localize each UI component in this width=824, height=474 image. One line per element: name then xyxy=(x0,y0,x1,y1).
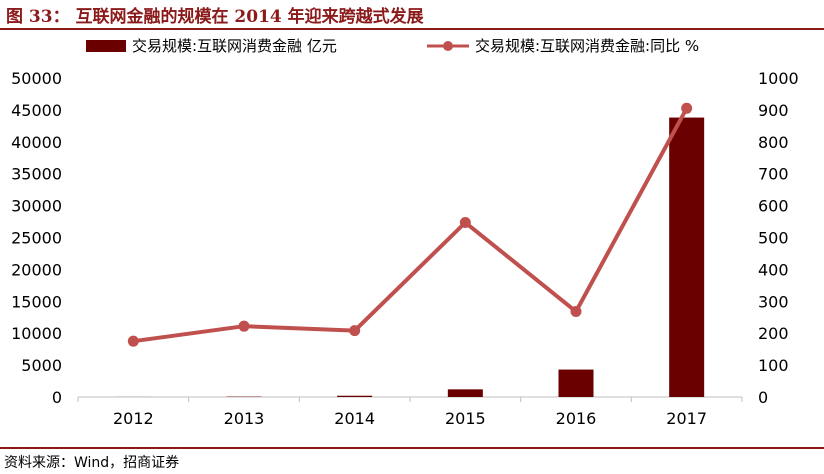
y-left-tick-label: 25000 xyxy=(11,229,62,248)
y-left-tick-label: 30000 xyxy=(11,197,62,216)
bar xyxy=(447,389,483,397)
y-right-tick-label: 300 xyxy=(758,292,789,311)
line-point xyxy=(681,102,693,114)
legend-bar-swatch xyxy=(86,40,126,52)
x-tick-label: 2012 xyxy=(113,409,154,428)
line-point xyxy=(459,217,471,229)
bar xyxy=(669,117,705,397)
y-left-tick-label: 20000 xyxy=(11,260,62,279)
x-tick-label: 2015 xyxy=(445,409,486,428)
x-tick-label: 2014 xyxy=(334,409,375,428)
y-right-tick-label: 1000 xyxy=(758,69,799,88)
y-right-tick-label: 600 xyxy=(758,197,789,216)
x-tick-label: 2017 xyxy=(666,409,707,428)
bar xyxy=(337,395,373,397)
y-left-tick-label: 15000 xyxy=(11,292,62,311)
y-left-tick-label: 50000 xyxy=(11,69,62,88)
series-line xyxy=(133,107,689,344)
x-tick-label: 2016 xyxy=(556,409,597,428)
source-rule xyxy=(0,447,824,449)
y-left-tick-label: 35000 xyxy=(11,165,62,184)
y-right-tick-label: 400 xyxy=(758,260,789,279)
source-note: 资料来源：Wind，招商证券 xyxy=(4,455,180,471)
line-point xyxy=(127,335,139,347)
y-left-tick-label: 40000 xyxy=(11,133,62,152)
y-right-tick-label: 800 xyxy=(758,133,789,152)
x-tick-label: 2013 xyxy=(224,409,265,428)
line-point xyxy=(238,320,250,332)
y-left-tick-label: 5000 xyxy=(21,356,62,375)
y-right-tick-label: 0 xyxy=(758,388,768,407)
bar xyxy=(558,369,594,397)
legend: 交易规模:互联网消费金融 亿元 交易规模:互联网消费金融:同比 % xyxy=(86,37,699,55)
line-point xyxy=(570,306,582,318)
plot-area: 2012 2013 2014 2015 2016 20170500010000150002… xyxy=(11,69,799,428)
y-right-tick-label: 500 xyxy=(758,229,789,248)
y-right-tick-label: 200 xyxy=(758,324,789,343)
legend-line-marker xyxy=(443,41,453,51)
y-right-tick-label: 900 xyxy=(758,101,789,120)
y-left-tick-label: 0 xyxy=(52,388,62,407)
y-left-tick-label: 45000 xyxy=(11,101,62,120)
y-right-tick-label: 700 xyxy=(758,165,789,184)
legend-line-label: 交易规模:互联网消费金融:同比 % xyxy=(475,37,699,55)
title-rule xyxy=(0,28,824,30)
chart-title: 图 33： 互联网金融的规模在 2014 年迎来跨越式发展 xyxy=(6,7,424,27)
legend-bar-label: 交易规模:互联网消费金融 亿元 xyxy=(132,37,337,55)
y-left-tick-label: 10000 xyxy=(11,324,62,343)
line-point xyxy=(349,325,361,337)
y-right-tick-label: 100 xyxy=(758,356,789,375)
